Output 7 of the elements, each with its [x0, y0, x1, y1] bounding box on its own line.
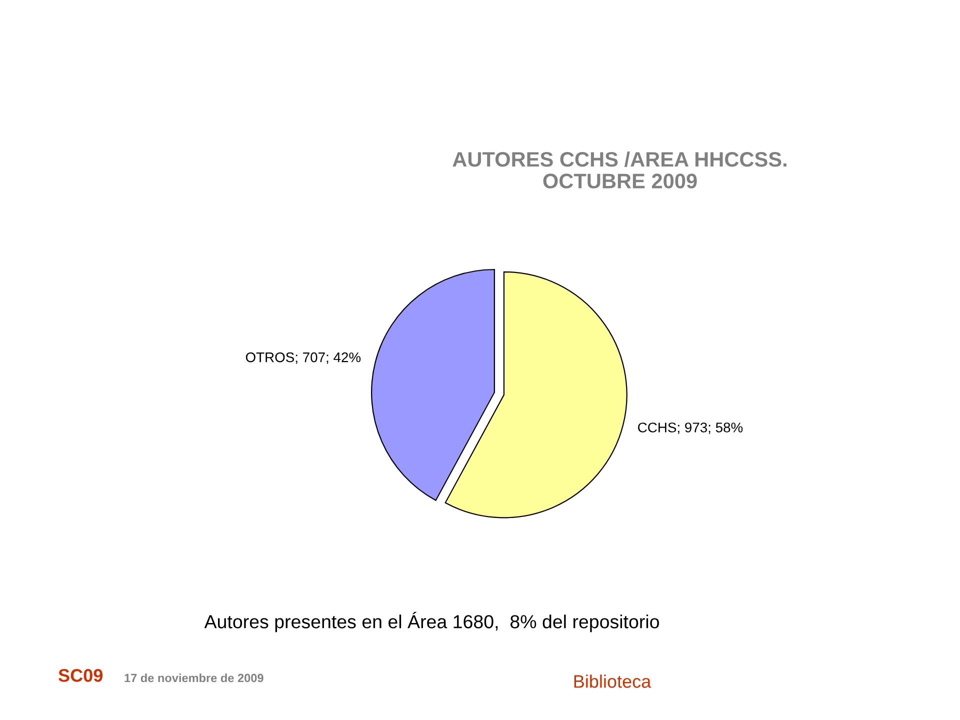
text: Autores presentes en el Área 1680, 8% del repositorio	[204, 612, 659, 632]
text: 17 de noviembre de 2009	[124, 673, 264, 682]
text: Biblioteca	[574, 674, 652, 688]
chart-title: AUTORES CCHS /AREA HHCCSS. OCTUBRE 2009	[452, 151, 786, 188]
slice-label: OTROS; 707; 42%	[246, 352, 361, 364]
text: SC09	[58, 669, 102, 682]
slice-label: CCHS; 973; 58%	[638, 422, 743, 434]
